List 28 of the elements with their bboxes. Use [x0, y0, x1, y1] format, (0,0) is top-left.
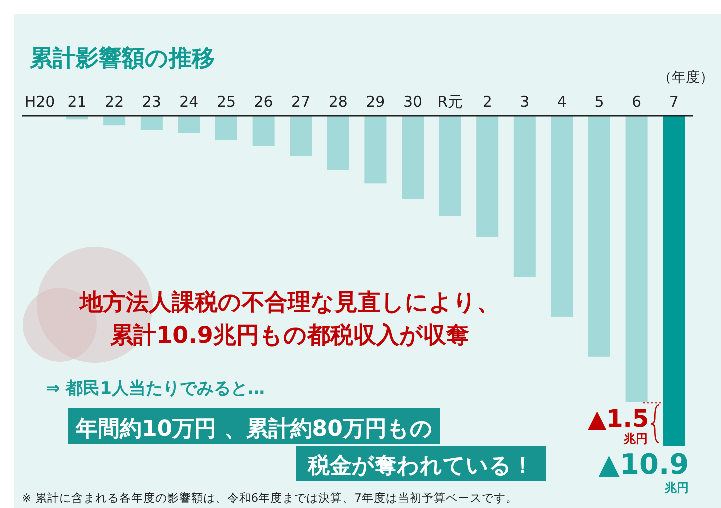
x-tick-label: R元 — [438, 93, 464, 111]
x-tick-label: 28 — [328, 93, 348, 111]
x-axis-title: （年度） — [658, 70, 714, 86]
x-tick-label: 30 — [403, 93, 423, 111]
x-tick-label: 6 — [632, 93, 642, 111]
annotation: 年間約10万円 、累計約80万円もの — [75, 417, 433, 442]
x-tick-label: H20 — [24, 93, 56, 111]
x-tick-label: 24 — [180, 93, 199, 111]
x-tick-label: 22 — [105, 93, 124, 111]
x-tick-label: 25 — [216, 93, 236, 111]
x-tick-label: 5 — [594, 93, 604, 111]
x-tick-label: 27 — [292, 93, 311, 111]
x-tick-label: 29 — [366, 93, 386, 111]
annotation: 地方法人課税の不合理な見直しにより、 — [79, 289, 500, 316]
x-tick-label: 7 — [669, 93, 679, 111]
annotation: ▲1.5 兆円 — [588, 405, 650, 446]
x-tick-label: 3 — [520, 93, 530, 111]
x-tick-label: 4 — [557, 93, 567, 111]
text: ※ 累計に含まれる各年度の影響額は、令和6年度までは決算、7年度は当初予算ベースです。 — [22, 491, 518, 505]
chart-title: 累計影響額の推移 — [29, 46, 215, 72]
x-tick-label: 2 — [482, 93, 492, 111]
annotation: ▲10.9 兆円 — [598, 448, 690, 495]
x-tick-label: 26 — [254, 93, 274, 111]
x-tick-label: 23 — [142, 93, 162, 111]
annotation: 累計10.9兆円もの都税収入が収奪 — [110, 323, 470, 349]
x-tick-label: 21 — [68, 93, 87, 111]
annotation: ⇒ 都民1人当たりでみると… — [46, 379, 265, 399]
text: 税金が奪われている！ — [307, 454, 534, 479]
